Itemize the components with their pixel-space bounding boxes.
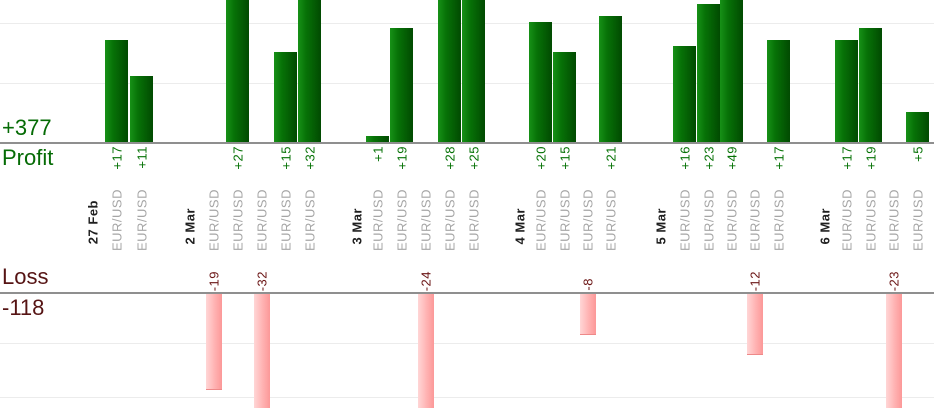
loss-axis-line bbox=[0, 292, 934, 294]
loss-bar bbox=[886, 294, 902, 408]
profit-value-label: +19 bbox=[863, 146, 879, 170]
profit-value-label: +17 bbox=[109, 146, 125, 170]
loss-value-label: -24 bbox=[418, 270, 434, 291]
loss-value-label: -8 bbox=[580, 278, 596, 291]
instrument-label: EUR/USD bbox=[886, 188, 902, 251]
loss-total-label: -118 bbox=[2, 295, 45, 320]
profit-value-label: +11 bbox=[134, 146, 150, 169]
instrument-label: EUR/USD bbox=[442, 188, 458, 251]
instrument-label: EUR/USD bbox=[724, 188, 740, 251]
profit-bar bbox=[366, 136, 389, 142]
profit-value-label: +19 bbox=[394, 146, 410, 170]
instrument-label: EUR/USD bbox=[603, 188, 619, 251]
instrument-label: EUR/USD bbox=[230, 188, 246, 251]
instrument-label: EUR/USD bbox=[677, 188, 693, 251]
instrument-label: EUR/USD bbox=[863, 188, 879, 251]
instrument-label: EUR/USD bbox=[134, 188, 150, 251]
loss-bars-area bbox=[0, 294, 934, 408]
loss-axis-label: Loss bbox=[2, 264, 49, 289]
instrument-label: EUR/USD bbox=[533, 188, 549, 251]
profit-bar bbox=[697, 4, 720, 142]
profit-bar bbox=[130, 76, 153, 142]
profit-value-label: +5 bbox=[910, 146, 926, 162]
instrument-label: EUR/USD bbox=[394, 188, 410, 251]
profit-bar bbox=[298, 0, 321, 142]
profit-value-label: +25 bbox=[466, 146, 482, 170]
loss-value-label: -32 bbox=[254, 270, 270, 291]
loss-bar bbox=[418, 294, 434, 408]
profit-bar bbox=[438, 0, 461, 142]
profit-bar bbox=[226, 0, 249, 142]
loss-bar bbox=[206, 294, 222, 390]
profit-value-label: +16 bbox=[677, 146, 693, 170]
instrument-label: EUR/USD bbox=[466, 188, 482, 251]
profit-bar bbox=[599, 16, 622, 142]
loss-bar bbox=[747, 294, 763, 355]
profit-value-label: +32 bbox=[302, 146, 318, 170]
date-label: 6 Mar bbox=[817, 207, 833, 244]
loss-value-label: -23 bbox=[886, 270, 902, 291]
date-label: 3 Mar bbox=[349, 207, 365, 244]
profit-bar bbox=[274, 52, 297, 142]
profit-value-label: +20 bbox=[533, 146, 549, 170]
profit-bar bbox=[835, 40, 858, 142]
profit-value-label: +23 bbox=[701, 146, 717, 170]
profit-bar bbox=[906, 112, 929, 142]
profit-value-label: +15 bbox=[557, 146, 573, 170]
loss-bar bbox=[580, 294, 596, 335]
instrument-label: EUR/USD bbox=[370, 188, 386, 251]
profit-value-label: +28 bbox=[442, 146, 458, 170]
date-label: 27 Feb bbox=[85, 199, 101, 244]
instrument-label: EUR/USD bbox=[839, 188, 855, 251]
instrument-label: EUR/USD bbox=[701, 188, 717, 251]
profit-value-label: +21 bbox=[603, 146, 619, 170]
profit-bar bbox=[767, 40, 790, 142]
loss-gridline bbox=[0, 397, 934, 398]
instrument-label: EUR/USD bbox=[254, 188, 270, 251]
profit-total-label: +377 bbox=[2, 115, 52, 140]
profit-bar bbox=[673, 46, 696, 142]
profit-value-label: +27 bbox=[230, 146, 246, 170]
profit-bar bbox=[553, 52, 576, 142]
loss-value-label: -12 bbox=[747, 270, 763, 291]
profit-bar bbox=[390, 28, 413, 142]
instrument-label: EUR/USD bbox=[206, 188, 222, 251]
profit-value-label: +17 bbox=[771, 146, 787, 170]
instrument-label: EUR/USD bbox=[109, 188, 125, 251]
date-label: 5 Mar bbox=[653, 207, 669, 244]
profit-value-label: +1 bbox=[370, 146, 386, 162]
instrument-label: EUR/USD bbox=[557, 188, 573, 251]
instrument-label: EUR/USD bbox=[580, 188, 596, 251]
profit-bar bbox=[462, 0, 485, 142]
loss-gridline bbox=[0, 343, 934, 344]
profit-value-label: +49 bbox=[724, 146, 740, 170]
profit-bar bbox=[529, 22, 552, 142]
profit-value-label: +15 bbox=[278, 146, 294, 170]
profit-axis-label: Profit bbox=[2, 145, 54, 170]
profit-value-label: +17 bbox=[839, 146, 855, 170]
instrument-label: EUR/USD bbox=[278, 188, 294, 251]
profit-axis-line bbox=[0, 142, 934, 144]
loss-value-label: -19 bbox=[206, 270, 222, 291]
instrument-label: EUR/USD bbox=[771, 188, 787, 251]
instrument-label: EUR/USD bbox=[302, 188, 318, 251]
profit-bar bbox=[859, 28, 882, 142]
date-label: 4 Mar bbox=[512, 207, 528, 244]
instrument-label: EUR/USD bbox=[910, 188, 926, 251]
loss-bar bbox=[254, 294, 270, 408]
date-label: 2 Mar bbox=[182, 207, 198, 244]
profit-bar bbox=[720, 0, 743, 142]
instrument-label: EUR/USD bbox=[747, 188, 763, 251]
profit-bars-area bbox=[0, 0, 934, 142]
profit-bar bbox=[105, 40, 128, 142]
instrument-label: EUR/USD bbox=[418, 188, 434, 251]
